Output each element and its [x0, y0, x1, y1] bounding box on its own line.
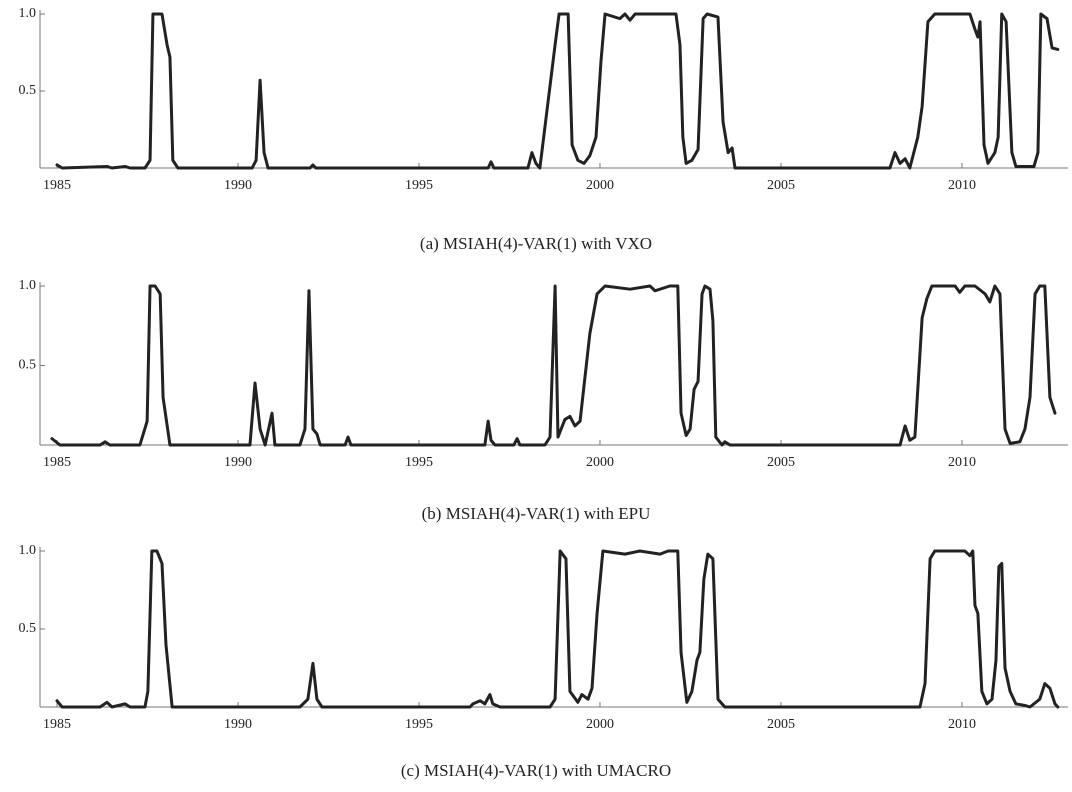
x-tick-label: 1990: [224, 455, 252, 470]
x-tick-label: 2005: [767, 178, 795, 193]
x-tick-label: 2005: [767, 455, 795, 470]
x-tick-label: 1995: [405, 717, 433, 732]
caption: (b) MSIAH(4)-VAR(1) with EPU: [422, 504, 651, 523]
x-tick-label: 1990: [224, 178, 252, 193]
x-tick-label: 2000: [586, 178, 614, 193]
caption: (a) MSIAH(4)-VAR(1) with VXO: [420, 234, 652, 253]
x-tick-label: 1990: [224, 717, 252, 732]
y-tick-label: 0.5: [19, 358, 37, 373]
y-tick-label: 1.0: [19, 543, 37, 558]
y-tick-label: 1.0: [19, 6, 37, 21]
x-tick-label: 2000: [586, 717, 614, 732]
x-tick-label: 2010: [948, 178, 976, 193]
x-tick-label: 2005: [767, 717, 795, 732]
y-tick-label: 0.5: [19, 83, 37, 98]
x-tick-label: 2000: [586, 455, 614, 470]
x-tick-label: 1985: [43, 455, 71, 470]
x-tick-label: 1985: [43, 178, 71, 193]
caption: (c) MSIAH(4)-VAR(1) with UMACRO: [401, 761, 671, 780]
y-tick-label: 1.0: [19, 278, 37, 293]
x-tick-label: 1995: [405, 455, 433, 470]
x-tick-label: 1985: [43, 717, 71, 732]
data-line: [55, 549, 1060, 709]
y-tick-label: 0.5: [19, 621, 37, 636]
x-tick-label: 1995: [405, 178, 433, 193]
data-line: [50, 284, 1057, 447]
x-tick-label: 2010: [948, 717, 976, 732]
x-tick-label: 2010: [948, 455, 976, 470]
data-line: [55, 12, 1060, 170]
